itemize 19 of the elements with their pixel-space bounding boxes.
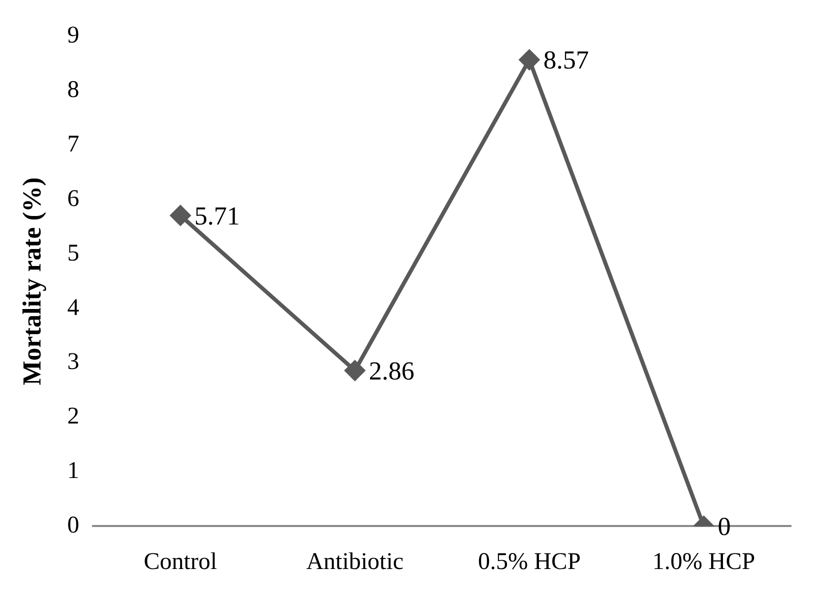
y-tick-label: 7 — [67, 132, 80, 158]
y-tick-label: 2 — [67, 404, 80, 430]
y-tick-label: 9 — [67, 22, 80, 49]
data-label: 2.86 — [368, 356, 414, 386]
y-tick-label: 5 — [67, 240, 80, 266]
y-tick-label: 8 — [67, 77, 80, 104]
data-label: 5.71 — [194, 201, 240, 230]
x-tick-label: 0.5% HCP — [478, 548, 581, 575]
y-tick-label: 6 — [67, 186, 80, 212]
data-label: 8.57 — [543, 46, 589, 75]
data-label: 0 — [718, 512, 731, 542]
x-tick-label: Antibiotic — [306, 548, 404, 575]
x-tick-label: Control — [144, 548, 218, 575]
y-axis-title: Mortality rate (%) — [17, 177, 46, 386]
y-tick-label: 1 — [67, 458, 80, 484]
y-tick-label: 0 — [67, 512, 80, 538]
x-tick-label: 1.0% HCP — [652, 548, 756, 575]
y-tick-label: 4 — [67, 294, 80, 321]
y-tick-label: 3 — [67, 349, 80, 376]
